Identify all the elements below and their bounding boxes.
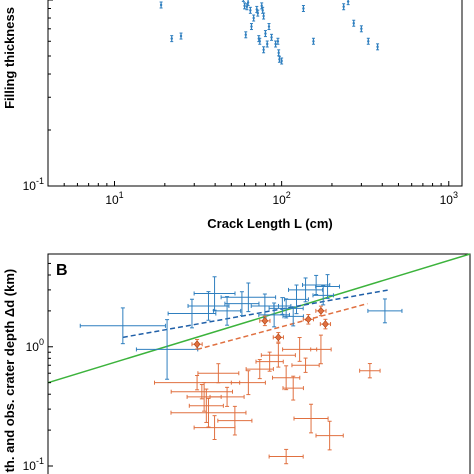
data-point (246, 1, 250, 4)
data-point (342, 5, 345, 8)
data-point (264, 32, 267, 35)
plot-b-frame (47, 253, 471, 474)
data-point (280, 59, 283, 63)
data-point (277, 51, 280, 55)
panel-b: 100 10-1 B en th. and obs. crater depth Δ… (2, 253, 471, 474)
data-point (276, 40, 280, 43)
data-point (312, 40, 315, 43)
panel-label-b: B (56, 262, 68, 279)
data-point-diamond (274, 333, 282, 342)
x-tick-label: 102 (272, 190, 290, 207)
data-point (243, 4, 246, 8)
data-point (376, 45, 379, 49)
panel-a: 101 102 103 10-1 Filling thickness Crack Le… (2, 0, 463, 231)
data-point-diamond (193, 340, 201, 349)
plot-a-frame (47, 0, 463, 187)
plot-a-y-label: Filling thickness (2, 7, 17, 109)
data-point (256, 11, 259, 15)
data-point (367, 40, 370, 43)
data-point (179, 34, 183, 38)
data-point (360, 27, 363, 31)
data-point (250, 25, 253, 28)
plot-b-ticks: 100 10-1 (23, 253, 53, 473)
data-point-diamond (304, 315, 312, 324)
data-point (170, 37, 173, 40)
data-point (346, 0, 350, 3)
data-point (274, 42, 277, 46)
x-tick-label: 103 (440, 190, 458, 207)
data-point (258, 40, 261, 43)
data-point (352, 22, 355, 25)
data-point-diamond (261, 316, 269, 325)
plot-a-x-label: Crack Length L (cm) (207, 216, 332, 231)
data-point (266, 42, 269, 46)
data-point (262, 14, 265, 18)
data-point (262, 48, 265, 51)
data-point (270, 36, 273, 39)
data-point (260, 4, 263, 8)
data-point (244, 33, 247, 36)
y-tick-label: 10-1 (23, 456, 44, 473)
data-point (249, 9, 252, 12)
fit-line (122, 289, 389, 339)
x-tick-label: 101 (105, 190, 123, 207)
y-tick-label: 10-1 (23, 176, 44, 193)
fit-line (196, 302, 368, 351)
data-point (302, 7, 305, 10)
data-point (278, 58, 281, 61)
y-tick-label: 100 (26, 337, 44, 354)
plot-b-points (79, 274, 403, 465)
data-point (159, 3, 163, 7)
plot-a-points (159, 0, 380, 65)
plot-b-fit-lines (47, 253, 471, 384)
data-point (252, 16, 255, 20)
data-point-diamond (322, 320, 329, 329)
data-point-diamond (317, 306, 325, 315)
plot-a-ticks: 101 102 103 10-1 (23, 0, 458, 207)
data-point (267, 25, 271, 28)
plot-b-y-label: en th. and obs. crater depth Δd (km) (2, 269, 17, 474)
data-point (245, 5, 249, 8)
data-point (261, 9, 264, 12)
fit-line (47, 253, 471, 384)
